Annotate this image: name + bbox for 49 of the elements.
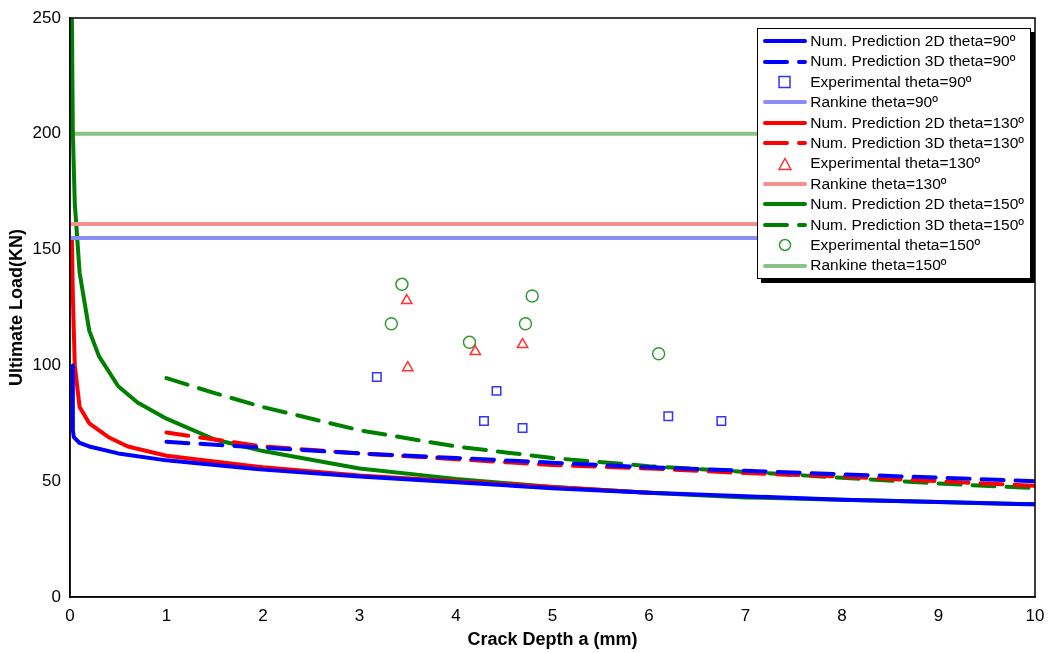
legend-label: Num. Prediction 3D theta=130º xyxy=(810,133,1024,154)
x-tick-label: 7 xyxy=(740,605,751,625)
y-axis-title: Ultimate Load(KN) xyxy=(5,229,26,386)
point xyxy=(395,277,409,292)
x-tick-label: 3 xyxy=(354,605,365,625)
x-tick-label: 6 xyxy=(644,605,654,625)
x-tick-label: 1 xyxy=(161,605,172,625)
point xyxy=(517,422,528,433)
point xyxy=(462,335,477,349)
line-series xyxy=(164,430,1035,488)
legend-label: Num. Prediction 2D theta=90º xyxy=(810,31,1016,51)
legend-label: Num. Prediction 2D theta=150º xyxy=(810,194,1024,215)
point xyxy=(469,344,482,356)
x-tick-label: 4 xyxy=(451,605,461,625)
point xyxy=(716,415,727,426)
x-tick-label: 0 xyxy=(65,605,75,625)
y-tick-label: 50 xyxy=(42,470,61,490)
legend-label: Num. Prediction 2D theta=130º xyxy=(810,112,1024,133)
x-axis-title: Crack Depth a (mm) xyxy=(467,629,638,650)
legend-label: Rankine theta=90º xyxy=(810,92,938,113)
point xyxy=(663,411,674,422)
point xyxy=(401,360,414,372)
legend-label: Experimental theta=150º xyxy=(810,235,981,256)
y-tick-label: 150 xyxy=(32,239,61,259)
point xyxy=(491,385,502,396)
point xyxy=(478,415,489,426)
y-tick-label: 200 xyxy=(32,123,61,143)
y-tick-label: 0 xyxy=(51,586,61,606)
x-tick-label: 5 xyxy=(547,605,558,625)
point xyxy=(651,347,666,361)
x-tick-label: 9 xyxy=(933,605,944,625)
point xyxy=(384,316,399,331)
line-series xyxy=(164,439,1035,484)
legend-label: Num. Prediction 3D theta=150º xyxy=(810,214,1024,235)
y-tick-label: 100 xyxy=(32,355,61,375)
y-tick-label: 250 xyxy=(32,7,61,27)
legend-label: Rankine theta=130º xyxy=(810,173,947,194)
legend-label: Rankine theta=150º xyxy=(810,255,947,276)
point xyxy=(371,371,382,382)
point xyxy=(400,293,413,305)
point xyxy=(516,337,529,349)
point xyxy=(525,289,539,303)
legend-label: Experimental theta=130º xyxy=(810,153,981,174)
x-tick-label: 8 xyxy=(837,605,847,625)
legend-label: Experimental theta=90º xyxy=(810,71,972,92)
legend-label: Num. Prediction 3D theta=90º xyxy=(810,51,1016,72)
x-tick-label: 10 xyxy=(1025,605,1045,625)
x-tick-label: 2 xyxy=(258,605,268,625)
point xyxy=(518,316,533,331)
